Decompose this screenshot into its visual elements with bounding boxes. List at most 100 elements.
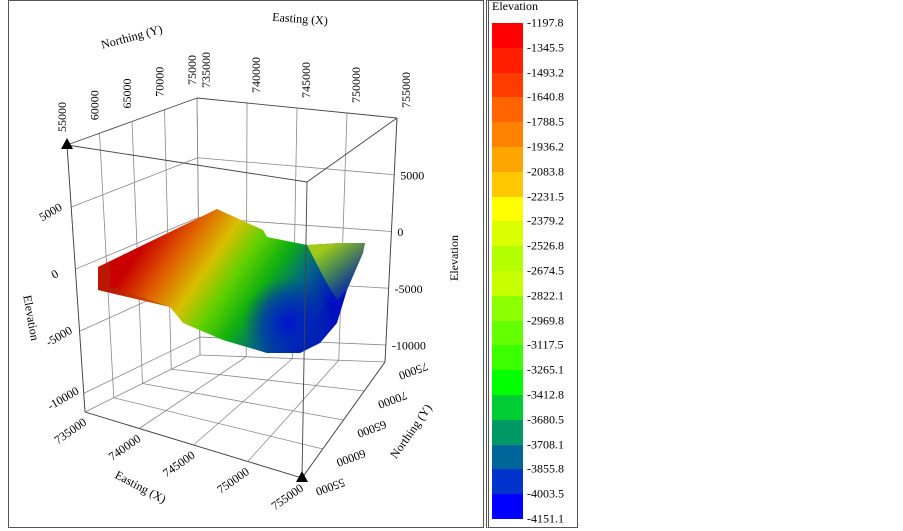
legend-label: -2083.8 <box>527 164 564 179</box>
legend-color-band <box>492 295 523 322</box>
northing-tick-top: 60000 <box>87 90 101 120</box>
easting-tick-bottom: 735000 <box>52 415 90 447</box>
box-edge-front <box>301 181 308 479</box>
legend-color-band <box>492 171 523 198</box>
legend-label: -4151.1 <box>527 511 564 526</box>
easting-tick-top: 745000 <box>299 62 313 98</box>
legend-color-band <box>492 444 523 470</box>
northing-tick-top: 65000 <box>120 79 134 109</box>
easting-tick-top: 735000 <box>199 52 213 88</box>
legend-label: -2231.5 <box>527 189 564 204</box>
elevation-tick-right: -5000 <box>395 282 423 296</box>
legend-label: -3708.1 <box>527 437 564 452</box>
axis-arrow-icon <box>61 138 73 149</box>
legend-label: -3412.8 <box>527 387 564 402</box>
easting-tick-top: 750000 <box>349 67 363 103</box>
plot-area: 735000 735000 740000 740000 745000 745000 7500… <box>8 0 484 528</box>
legend-label: -4003.5 <box>527 486 564 501</box>
color-legend: Elevation -1197.8 -1345.5 -1493.2 -1640.8 -1… <box>486 0 578 528</box>
northing-axis-title-top: Northing (Y) <box>99 22 163 52</box>
elevation-surface <box>98 209 365 353</box>
easting-tick-top: 740000 <box>249 57 263 93</box>
easting-tick-top: 755000 <box>399 72 413 108</box>
elevation-tick-left: 5000 <box>37 200 65 224</box>
northing-tick-bottom: 60000 <box>335 446 368 469</box>
legend-label: -2969.8 <box>527 313 564 328</box>
legend-color-band <box>492 494 523 520</box>
elevation-axis-title-left: Elevation <box>20 294 42 342</box>
northing-tick-top: 75000 <box>185 55 199 85</box>
legend-color-band <box>492 345 523 371</box>
legend-label: -3265.1 <box>527 362 564 377</box>
elevation-tick-right: 0 <box>397 225 403 239</box>
northing-axis-title-bottom: Northing (Y) <box>387 401 435 461</box>
legend-label: -2379.2 <box>527 213 564 228</box>
grid-line-northing-floor <box>113 397 323 450</box>
easting-axis-title-top: Easting (X) <box>272 10 328 28</box>
box-edge <box>66 97 198 146</box>
elevation-tick-left: 0 <box>49 267 61 282</box>
elevation-tick-right: -10000 <box>392 339 426 353</box>
legend-color-bar: -1197.8 -1345.5 -1493.2 -1640.8 -1788.5 -1936… <box>492 16 564 525</box>
legend-label: -2526.8 <box>527 238 564 253</box>
elevation-tick-right: 5000 <box>400 168 424 182</box>
legend-color-band <box>492 469 523 495</box>
elevation-axis-title-right: Elevation <box>447 235 461 281</box>
legend-color-band <box>492 221 523 247</box>
legend-label: -1345.5 <box>527 40 564 55</box>
box-edge <box>301 361 386 479</box>
surface-plot-3d: 735000 735000 740000 740000 745000 745000 7500… <box>20 10 461 513</box>
front-edges <box>61 117 398 482</box>
legend-color-band <box>492 320 523 346</box>
legend-color-band <box>492 122 523 148</box>
northing-tick-bottom: 55000 <box>314 475 347 498</box>
grid-line-northing-floor <box>142 383 344 421</box>
grid-line-easting-wall <box>338 112 348 361</box>
legend-color-band <box>492 23 523 49</box>
legend-label: -3117.5 <box>527 337 564 352</box>
legend-label: -1936.2 <box>527 139 564 154</box>
northing-tick-bottom: 75000 <box>397 359 430 382</box>
legend-color-band <box>492 395 523 421</box>
legend-color-band <box>492 370 523 396</box>
legend-label: -2674.5 <box>527 263 564 278</box>
easting-tick-bottom: 755000 <box>269 481 307 513</box>
legend-color-band <box>492 47 523 74</box>
easting-axis-title-bottom: Easting (X) <box>113 468 169 506</box>
northing-tick-bottom: 70000 <box>376 388 409 411</box>
grid-line-northing-floor <box>171 368 365 392</box>
axis-arrow-icon <box>296 471 308 482</box>
grid-line-elevation-back <box>197 157 395 176</box>
box-edge-front <box>66 144 308 183</box>
legend-label: -1493.2 <box>527 65 564 80</box>
legend-label: -2822.1 <box>527 288 564 303</box>
box-edge-front <box>306 117 398 183</box>
legend-label: -1788.5 <box>527 114 564 129</box>
legend-color-band <box>492 196 523 222</box>
legend-color-band <box>492 97 523 123</box>
northing-tick-top: 55000 <box>55 102 69 132</box>
easting-tick-bottom: 750000 <box>214 464 252 496</box>
box-edge <box>66 144 86 413</box>
legend-color-band <box>492 419 523 446</box>
legend-title: Elevation <box>492 0 538 13</box>
box-edge <box>384 117 398 363</box>
northing-tick-bottom: 65000 <box>355 417 388 440</box>
legend-label: -1640.8 <box>527 89 564 104</box>
legend-color-band <box>492 246 523 272</box>
grid-line-elevation-left <box>71 157 198 208</box>
grid-line-elevation-left <box>83 336 200 394</box>
legend-color-band <box>492 72 523 98</box>
box-edge <box>84 411 303 479</box>
grid-line-elevation-left <box>75 217 199 270</box>
legend-label: -1197.8 <box>527 15 564 30</box>
legend-color-band <box>492 271 523 297</box>
box-edge <box>196 97 398 119</box>
elevation-tick-left: -5000 <box>43 323 74 349</box>
easting-tick-bottom: 745000 <box>160 448 198 480</box>
easting-tick-bottom: 740000 <box>106 431 144 463</box>
elevation-tick-left: -10000 <box>45 384 81 413</box>
northing-tick-top: 70000 <box>152 67 166 97</box>
legend-color-band <box>492 147 523 173</box>
legend-label: -3855.8 <box>527 461 564 476</box>
